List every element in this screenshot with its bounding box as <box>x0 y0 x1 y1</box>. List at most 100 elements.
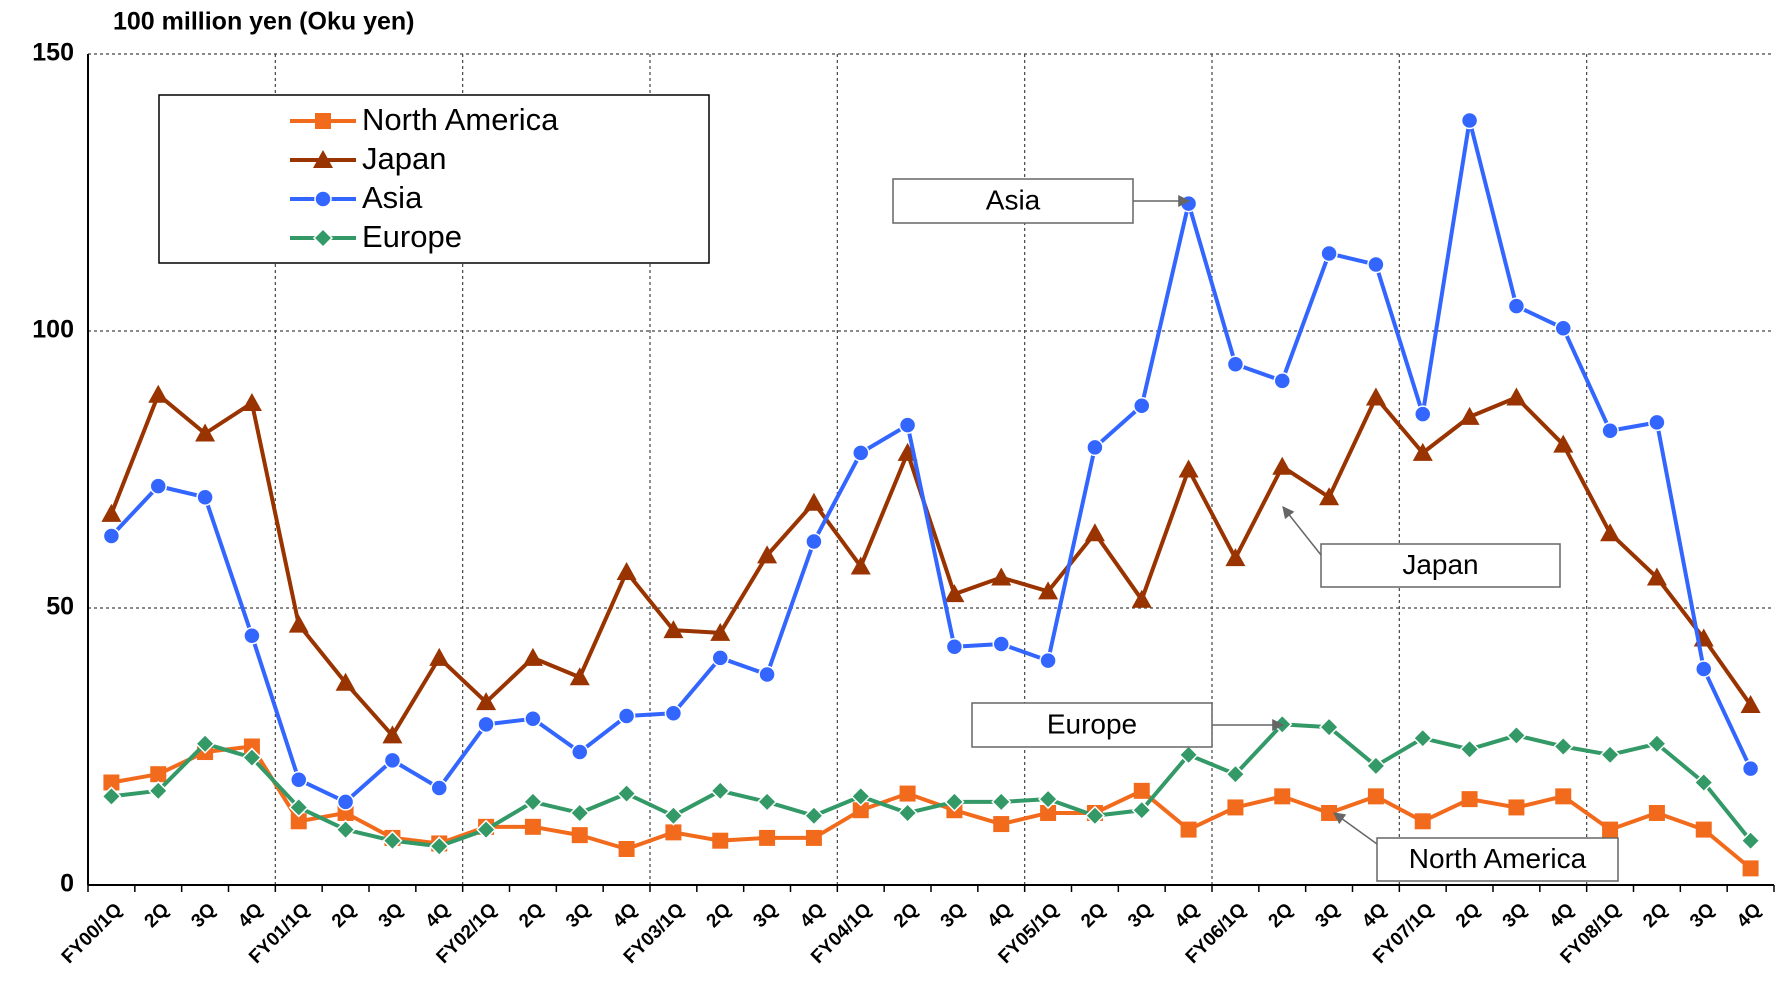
marker <box>312 227 334 249</box>
marker <box>1084 805 1105 826</box>
marker <box>1459 406 1480 425</box>
marker <box>1600 744 1621 765</box>
annotation-box <box>1320 543 1561 588</box>
marker <box>101 786 122 807</box>
marker <box>617 707 636 725</box>
marker <box>759 829 776 846</box>
marker <box>1648 804 1665 821</box>
y-tick-label: 50 <box>46 593 74 621</box>
marker <box>1508 799 1525 816</box>
marker <box>476 692 497 711</box>
marker <box>1602 821 1619 838</box>
x-tick-label: 3Q <box>562 899 595 932</box>
legend-label: Asia <box>362 180 423 215</box>
marker <box>757 545 778 564</box>
marker <box>805 532 823 551</box>
marker <box>663 620 684 639</box>
marker <box>1601 421 1619 440</box>
marker <box>1648 413 1666 432</box>
marker <box>149 477 167 495</box>
marker <box>1320 244 1338 263</box>
annotation-box <box>892 178 1134 224</box>
marker <box>1693 772 1714 793</box>
marker <box>1225 548 1246 567</box>
marker <box>1412 728 1433 749</box>
legend-box <box>158 94 710 264</box>
marker <box>991 791 1012 812</box>
x-tick-label: 4Q <box>234 899 267 932</box>
marker <box>1553 736 1574 757</box>
marker <box>569 667 590 686</box>
x-tick-label: 4Q <box>1546 899 1579 932</box>
marker <box>290 813 307 830</box>
marker <box>664 704 683 723</box>
marker <box>1225 764 1246 785</box>
marker <box>336 793 355 811</box>
marker <box>898 416 917 434</box>
marker <box>241 393 262 412</box>
x-tick-label: 3Q <box>937 899 970 932</box>
marker <box>1365 755 1386 776</box>
marker <box>315 113 331 129</box>
marker <box>1742 860 1759 877</box>
x-tick-label: 2Q <box>515 899 548 932</box>
marker <box>758 665 776 684</box>
marker <box>1367 255 1385 274</box>
marker <box>899 785 916 802</box>
marker <box>569 802 590 824</box>
marker <box>992 635 1010 653</box>
marker <box>1131 589 1152 608</box>
x-tick-label: 2Q <box>1452 899 1485 932</box>
marker <box>1461 791 1478 808</box>
marker <box>288 614 309 633</box>
marker <box>1038 581 1059 600</box>
marker <box>1038 789 1059 810</box>
x-tick-label: 2Q <box>1077 899 1110 932</box>
marker <box>150 766 167 783</box>
series-line <box>109 118 1753 804</box>
marker <box>663 805 684 826</box>
marker <box>1179 194 1198 213</box>
marker <box>195 733 216 754</box>
marker <box>1273 372 1291 390</box>
marker <box>290 770 308 789</box>
annotation-arrow <box>1282 506 1322 556</box>
marker <box>1507 297 1526 315</box>
marker <box>241 747 262 768</box>
marker <box>1740 694 1761 713</box>
x-tick-label: 4Q <box>1358 899 1391 932</box>
x-tick-label: 2Q <box>328 899 361 932</box>
marker <box>1741 759 1760 778</box>
x-tick-label: 3Q <box>749 899 782 932</box>
marker <box>243 738 260 755</box>
marker <box>1506 387 1527 406</box>
x-tick-label: 3Q <box>1311 899 1344 932</box>
x-tick-label: 3Q <box>1686 899 1719 932</box>
marker <box>852 802 869 819</box>
marker <box>710 780 731 801</box>
marker <box>991 567 1012 586</box>
marker <box>1506 725 1527 746</box>
marker <box>710 622 731 641</box>
x-tick-label: 3Q <box>1499 899 1532 932</box>
marker <box>524 710 542 728</box>
x-tick-label: 3Q <box>375 899 408 932</box>
marker <box>335 819 356 840</box>
marker <box>616 783 637 804</box>
marker <box>1600 523 1621 542</box>
legend-label: North America <box>362 102 559 137</box>
marker <box>944 791 965 812</box>
series-line <box>109 392 1753 738</box>
legend-label: Japan <box>362 141 446 176</box>
marker <box>335 672 356 691</box>
annotation-box <box>971 702 1213 748</box>
marker <box>103 774 120 791</box>
marker <box>1133 397 1151 415</box>
marker <box>1131 800 1152 821</box>
marker <box>195 423 216 442</box>
marker <box>1226 355 1245 373</box>
marker <box>711 649 729 667</box>
annotation-label: Europe <box>1047 708 1137 739</box>
marker <box>1460 111 1479 130</box>
marker <box>477 715 495 734</box>
